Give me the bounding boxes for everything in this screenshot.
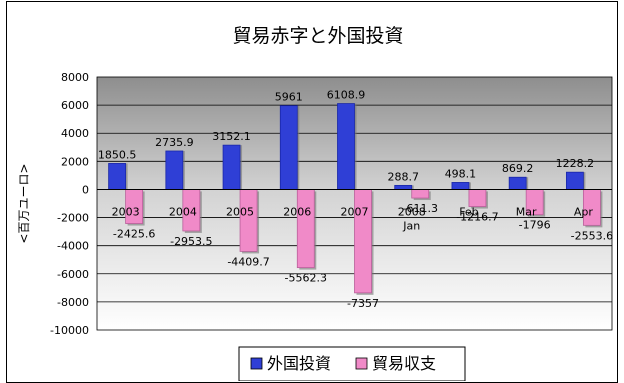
bar-foreign-investment [508, 176, 527, 190]
bar-foreign-investment [394, 184, 413, 190]
legend-swatch-trade-balance [355, 357, 368, 370]
x-tick-label: Jan [402, 219, 420, 232]
y-axis-label: <百万ユーロ> [17, 163, 31, 243]
plot-border [96, 76, 613, 331]
x-tick-label: Mar [516, 205, 537, 218]
data-label: -5562.3 [285, 272, 327, 285]
legend: 外国投資 貿易収支 [238, 346, 466, 381]
y-tick-label: -10000 [50, 324, 89, 337]
y-tick-label: -4000 [57, 240, 89, 253]
data-label: 288.7 [387, 170, 419, 183]
bar-trade-balance [468, 189, 487, 207]
y-tick-label: -2000 [57, 212, 89, 225]
y-tick-label: 4000 [61, 127, 89, 140]
legend-label: 外国投資 [267, 354, 331, 373]
x-tick-label: 2008 [398, 205, 426, 218]
data-label: -1796 [519, 219, 551, 232]
data-label: 6108.9 [327, 89, 366, 102]
y-tick-label: 0 [82, 183, 89, 196]
legend-box [238, 346, 466, 381]
data-label: -2425.6 [113, 228, 155, 241]
data-label: -7357 [347, 297, 379, 310]
data-label: -4409.7 [227, 255, 269, 268]
x-tick-label: 2004 [169, 205, 197, 218]
data-label: 5961 [275, 91, 303, 104]
legend-label: 貿易収支 [372, 354, 436, 373]
bar-trade-balance [296, 189, 315, 269]
x-tick-label: Apr [574, 205, 594, 218]
x-tick-label: 2007 [341, 205, 369, 218]
bar-foreign-investment [165, 150, 184, 190]
data-label: 869.2 [502, 162, 534, 175]
bar-foreign-investment [279, 105, 298, 190]
bar-trade-balance [411, 189, 430, 199]
data-label: -1216.7 [456, 211, 498, 224]
data-label: -2953.5 [170, 235, 212, 248]
chart-title: 貿易赤字と外国投資 [232, 25, 403, 47]
data-label: -2553.6 [571, 229, 613, 242]
data-label: 2735.9 [155, 136, 194, 149]
bar-foreign-investment [565, 171, 584, 190]
bar-trade-balance [239, 189, 258, 252]
data-label: 1850.5 [98, 148, 137, 161]
bar-foreign-investment [222, 144, 241, 190]
data-label: 498.1 [445, 167, 477, 180]
y-tick-label: 6000 [61, 99, 89, 112]
bar-foreign-investment [108, 163, 127, 190]
x-tick-label: 2003 [112, 205, 140, 218]
bar-foreign-investment [451, 182, 470, 190]
data-label: -611.3 [402, 202, 437, 215]
bar-foreign-investment [337, 103, 355, 190]
y-tick-label: -8000 [57, 296, 89, 309]
x-tick-label: 2005 [226, 205, 254, 218]
y-tick-label: -6000 [57, 268, 89, 281]
data-label: 1228.2 [556, 157, 595, 170]
x-tick-label: 2006 [283, 205, 311, 218]
y-tick-label: 2000 [61, 155, 89, 168]
data-label: 3152.1 [212, 130, 251, 143]
y-tick-label: 8000 [61, 71, 89, 84]
x-tick-label: Feb [459, 205, 478, 218]
legend-swatch-foreign-investment [250, 357, 263, 370]
